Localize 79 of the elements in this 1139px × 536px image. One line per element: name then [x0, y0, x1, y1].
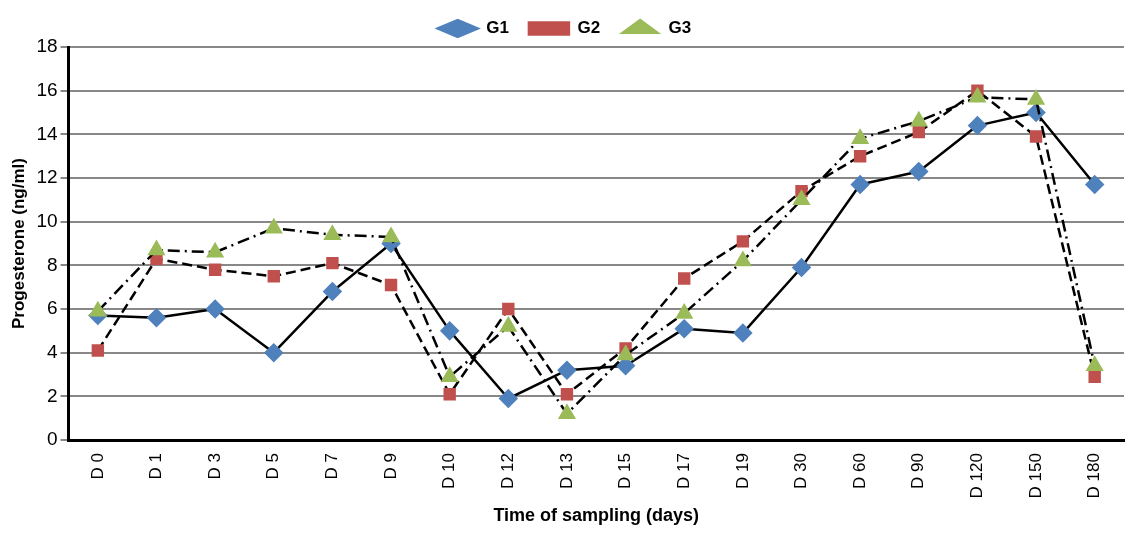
- point: [1085, 175, 1104, 194]
- y-tick-label: 14: [36, 122, 58, 144]
- y-tick-label: 4: [46, 340, 58, 362]
- x-tick-label: D 120: [967, 453, 987, 499]
- point: [1088, 370, 1101, 383]
- point: [147, 308, 166, 328]
- y-tick-label: 2: [46, 384, 58, 406]
- point: [208, 263, 222, 276]
- point: [910, 111, 927, 127]
- y-tick-label: 8: [46, 253, 58, 275]
- point: [324, 225, 341, 241]
- point: [148, 240, 165, 256]
- point: [1086, 356, 1103, 372]
- y-tick-label: 16: [36, 78, 58, 100]
- point: [733, 323, 753, 343]
- x-tick-label: D 90: [908, 453, 928, 489]
- point: [617, 345, 634, 361]
- point: [91, 344, 105, 357]
- point: [968, 116, 987, 135]
- point: [560, 387, 574, 401]
- point: [384, 278, 398, 292]
- y-tick-label: 10: [36, 209, 58, 231]
- x-tick-label: D 10: [439, 453, 459, 489]
- point: [676, 304, 693, 319]
- point: [793, 190, 810, 206]
- point: [89, 301, 107, 317]
- point: [382, 227, 400, 243]
- x-tick-label: D 19: [732, 453, 752, 489]
- point: [323, 282, 342, 301]
- x-tick-label: D 1: [146, 453, 166, 480]
- x-tick-label: D 3: [204, 453, 224, 480]
- x-tick-label: D 15: [615, 453, 635, 489]
- y-tick-label: 18: [36, 35, 58, 57]
- x-tick-label: D 5: [263, 453, 283, 480]
- point: [326, 256, 339, 270]
- point: [441, 367, 458, 382]
- point: [851, 129, 869, 144]
- x-tick-label: D 60: [849, 453, 869, 489]
- point: [205, 299, 225, 319]
- point: [1027, 90, 1045, 105]
- x-tick-label: D 13: [556, 453, 576, 489]
- x-tick-label: D 12: [498, 453, 517, 489]
- point: [440, 321, 459, 341]
- x-tick-label: D 0: [87, 453, 107, 480]
- y-tick-label: 6: [46, 297, 58, 319]
- point: [267, 270, 280, 283]
- point: [969, 87, 986, 103]
- point: [850, 175, 870, 194]
- x-tick-label: D 9: [380, 453, 400, 480]
- y-tick-label: 12: [36, 166, 58, 188]
- point: [1029, 130, 1043, 143]
- point: [264, 343, 284, 362]
- x-tick-label: D 17: [673, 453, 693, 489]
- point: [557, 360, 577, 380]
- point: [792, 258, 811, 277]
- y-tick-label: 0: [46, 428, 58, 450]
- x-tick-label: D 30: [791, 453, 811, 489]
- point: [909, 162, 929, 181]
- point: [678, 272, 691, 285]
- y-axis-title: Progesterone (ng/ml): [8, 158, 28, 329]
- legend-label: G1: [486, 18, 509, 38]
- point: [734, 251, 752, 267]
- x-tick-label: D 180: [1084, 453, 1104, 499]
- x-tick-label: D 7: [322, 453, 342, 480]
- point: [265, 218, 282, 234]
- x-axis-title: Time of sampling (days): [493, 505, 700, 526]
- point: [736, 235, 750, 248]
- point: [912, 125, 925, 139]
- point: [674, 319, 694, 338]
- point: [558, 404, 576, 420]
- point: [502, 302, 515, 316]
- legend-label: G2: [577, 18, 601, 38]
- point: [853, 149, 867, 163]
- point: [206, 243, 224, 258]
- point: [443, 387, 456, 401]
- legend-label: G3: [668, 18, 692, 38]
- point: [500, 317, 517, 332]
- point: [499, 389, 518, 408]
- x-tick-label: D 150: [1025, 453, 1045, 499]
